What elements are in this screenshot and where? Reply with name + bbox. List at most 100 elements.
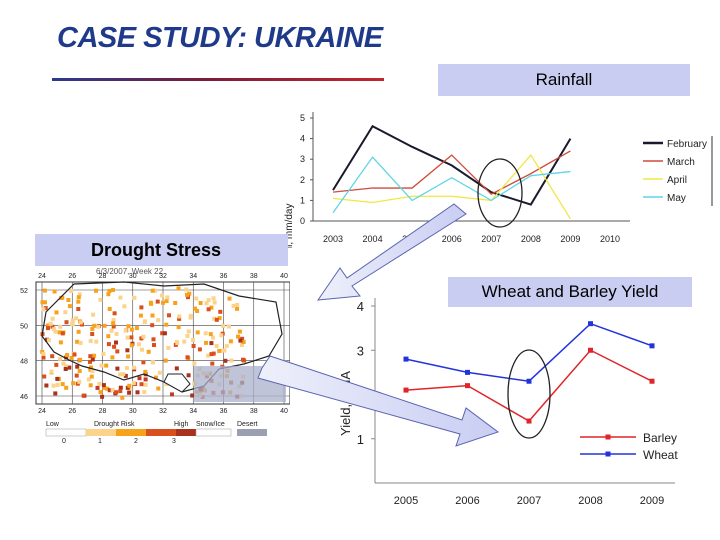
map-cell (60, 382, 65, 387)
map-cell (209, 352, 214, 357)
title-underline (52, 78, 384, 81)
map-cell (129, 335, 134, 340)
rainfall-line-march (332, 150, 571, 196)
ukraine-border (41, 281, 283, 393)
yield-legend-marker-barley (605, 434, 611, 440)
map-cell (161, 300, 165, 305)
map-cell (54, 362, 59, 367)
map-cell (209, 305, 214, 310)
map-cell (163, 358, 168, 363)
map-lat-left-48: 48 (20, 359, 28, 366)
map-cell (53, 391, 58, 396)
legend-swatch-2 (116, 429, 146, 436)
map-cell (143, 382, 148, 387)
map-cell (132, 295, 137, 300)
yield-point-barley-2006 (465, 383, 470, 389)
map-cell (90, 332, 95, 336)
map-cell (154, 375, 158, 380)
yield-series (403, 321, 655, 424)
map-cell (66, 298, 71, 302)
drought-map: 6/3/2007, Week 22 2424262628283030323234… (14, 264, 290, 444)
map-cell (46, 326, 50, 331)
map-cell (106, 334, 111, 339)
map-cell (211, 351, 216, 356)
yield-xtick-2007: 2007 (517, 495, 541, 507)
map-lon-bottom-36: 36 (220, 408, 228, 415)
map-cell (173, 301, 178, 305)
map-cell (106, 292, 111, 297)
yield-legend-marker-wheat (605, 451, 611, 457)
map-cell (141, 360, 146, 365)
map-cell (211, 335, 215, 340)
map-cell (152, 343, 156, 347)
map-cell (104, 363, 109, 368)
map-cell (69, 356, 74, 360)
map-cell (240, 343, 244, 347)
map-cell (76, 329, 81, 334)
map-cell (162, 331, 167, 336)
map-cell (160, 331, 165, 336)
yield-ytick-1: 1 (357, 432, 364, 447)
map-cell (123, 373, 128, 378)
map-cell (241, 340, 246, 344)
map-cell (235, 306, 239, 311)
map-cell (41, 351, 46, 356)
map-cell (212, 300, 217, 305)
rainfall-ytick-5: 5 (300, 113, 305, 123)
yield-label: Wheat and Barley Yield (448, 277, 692, 307)
map-cell (235, 302, 240, 307)
map-lon-bottom-28: 28 (99, 408, 107, 415)
map-cell (120, 395, 125, 400)
map-cell (188, 315, 193, 320)
map-cell (96, 324, 101, 329)
map-cell (204, 340, 208, 345)
map-cell (51, 383, 56, 388)
rainfall-legend-march: March (667, 157, 695, 168)
legend-swatch-1 (86, 429, 116, 436)
yield-point-barley-2005 (403, 387, 409, 393)
map-lat-ticks: 52 50 48 46 (20, 288, 28, 401)
map-cell (88, 359, 92, 364)
map-cell (185, 334, 190, 338)
map-cell (112, 344, 117, 349)
map-cell (102, 323, 107, 328)
map-cell (227, 296, 232, 301)
crimea-outline (163, 373, 191, 393)
rainfall-line-may (332, 156, 571, 214)
map-legend: Low Drought Risk High Snow/Ice Desert 0 … (45, 421, 267, 444)
map-cell (77, 379, 82, 384)
map-cell (186, 295, 190, 300)
map-cell (49, 369, 54, 374)
map-cell (224, 344, 229, 349)
map-cell (198, 301, 203, 305)
map-cell (90, 357, 95, 362)
map-cell (95, 385, 100, 390)
map-cell (71, 381, 76, 386)
map-cell (241, 357, 245, 362)
map-cell (67, 365, 72, 370)
map-cell (54, 310, 59, 315)
map-lon-top-28: 28 (99, 273, 107, 280)
map-cell (58, 356, 63, 361)
map-cell (164, 322, 169, 327)
map-cell (88, 383, 93, 388)
map-cell (44, 383, 49, 388)
map-cell (197, 347, 202, 352)
map-date: 6/3/2007, Week 22 (96, 267, 164, 276)
yield-ytick-3: 3 (357, 343, 364, 358)
map-cell (176, 325, 181, 330)
map-cell (150, 360, 155, 365)
map-cell (206, 353, 211, 358)
map-cell (63, 364, 68, 369)
rainfall-xtick-2009: 2009 (560, 234, 580, 244)
map-cell (78, 357, 83, 362)
map-cell (88, 354, 93, 359)
map-cell (112, 311, 117, 316)
rainfall-series (332, 124, 572, 220)
map-cell (76, 299, 81, 304)
map-cell (165, 295, 170, 300)
legend-num-2: 2 (134, 438, 138, 444)
map-cell (118, 295, 123, 300)
map-cell (77, 369, 82, 373)
map-lon-top-34: 34 (189, 273, 197, 280)
